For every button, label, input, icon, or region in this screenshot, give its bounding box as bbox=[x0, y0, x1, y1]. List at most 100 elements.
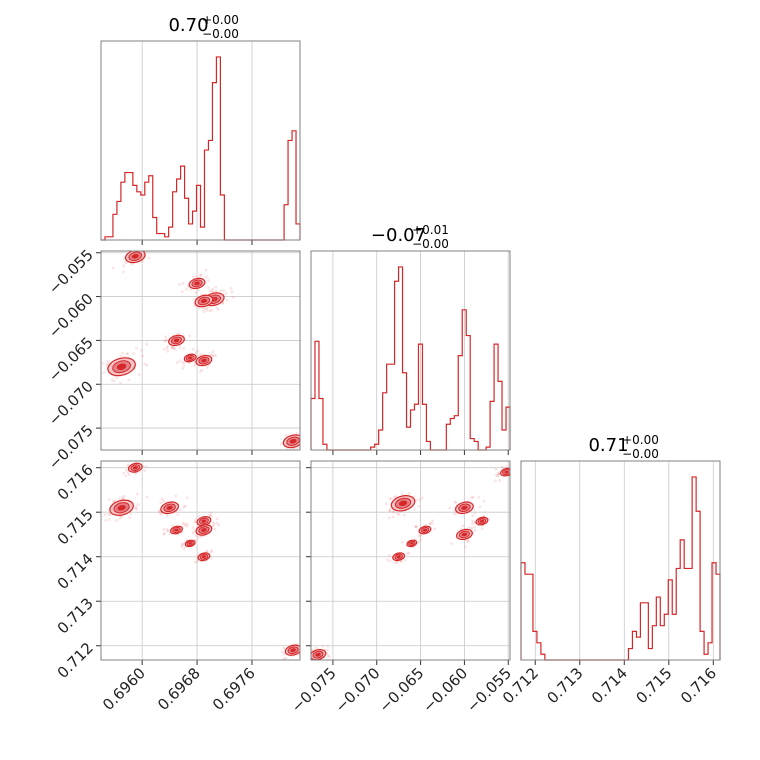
scatter-point bbox=[232, 295, 235, 299]
scatter-point bbox=[474, 528, 477, 532]
scatter-point bbox=[494, 467, 498, 471]
scatter-point bbox=[497, 471, 500, 475]
density-contour-inner bbox=[289, 438, 297, 444]
scatter-point bbox=[122, 494, 126, 498]
scatter-point bbox=[303, 435, 306, 438]
scatter-point bbox=[174, 494, 178, 498]
scatter-point bbox=[178, 359, 182, 362]
scatter-point bbox=[209, 514, 213, 517]
scatter-point bbox=[163, 347, 166, 351]
scatter-point bbox=[140, 348, 143, 352]
scatter-point bbox=[145, 248, 148, 251]
scatter-point bbox=[131, 247, 134, 250]
scatter-point bbox=[194, 291, 197, 294]
scatter-point bbox=[430, 522, 434, 525]
hist-panel-p2: −0.07+0.01−0.00 bbox=[310, 223, 511, 455]
density-layer bbox=[306, 463, 514, 660]
scatter-point bbox=[211, 350, 215, 354]
density-contour-inner bbox=[290, 648, 296, 653]
scatter-point bbox=[162, 499, 165, 503]
scatter-point bbox=[142, 245, 145, 248]
scatter-point bbox=[182, 547, 186, 551]
scatter-point bbox=[303, 642, 306, 645]
scatter-point bbox=[217, 523, 221, 527]
scatter-point bbox=[313, 442, 316, 445]
histogram-p3 bbox=[520, 476, 721, 661]
density-contour-inner bbox=[422, 528, 428, 532]
scatter-point bbox=[159, 501, 163, 505]
scatter-point bbox=[326, 648, 330, 652]
scatter-point bbox=[192, 357, 196, 360]
scatter-point bbox=[453, 512, 457, 516]
density-contour-inner bbox=[188, 356, 193, 360]
scatter-point bbox=[194, 274, 198, 278]
scatter-point bbox=[119, 354, 123, 358]
scatter-point bbox=[470, 526, 474, 530]
scatter-point bbox=[171, 346, 175, 350]
scatter-point bbox=[466, 539, 470, 543]
density-contour-inner bbox=[504, 470, 509, 474]
scatter-point bbox=[211, 521, 215, 524]
title-upper-p2: +0.01 bbox=[412, 223, 449, 237]
scatter-point bbox=[115, 519, 118, 523]
scatter-point bbox=[191, 275, 195, 279]
x-tick-label: 0.6960 bbox=[99, 664, 149, 714]
scatter-point bbox=[295, 432, 299, 435]
scatter-point bbox=[143, 362, 147, 366]
scatter-point bbox=[423, 523, 427, 527]
scatter-point bbox=[197, 536, 200, 539]
scatter-point bbox=[471, 522, 474, 526]
scatter-point bbox=[284, 656, 288, 660]
scatter-point bbox=[194, 534, 198, 537]
scatter-point bbox=[102, 362, 105, 365]
scatter-point bbox=[209, 550, 213, 554]
y-tick-label: −0.070 bbox=[45, 377, 97, 429]
density-contour-inner bbox=[201, 358, 207, 363]
scatter-point bbox=[210, 289, 214, 293]
scatter-point bbox=[205, 306, 209, 310]
panel-frame bbox=[100, 40, 301, 241]
scatter-point bbox=[215, 306, 219, 310]
scatter-point bbox=[397, 512, 401, 516]
scatter-point bbox=[127, 378, 131, 382]
scatter-point bbox=[145, 363, 149, 367]
scatter-point bbox=[171, 524, 174, 528]
scatter-point bbox=[209, 511, 213, 515]
scatter-point bbox=[389, 497, 393, 501]
scatter-point bbox=[120, 515, 124, 518]
scatter-point bbox=[205, 549, 209, 553]
scatter-point bbox=[406, 552, 410, 556]
scatter-point bbox=[194, 538, 198, 542]
scatter-point bbox=[171, 346, 175, 350]
scatter-point bbox=[477, 495, 481, 499]
scatter-point bbox=[134, 506, 138, 510]
scatter-point bbox=[314, 646, 318, 650]
density-contour-inner bbox=[479, 519, 485, 523]
scatter-point bbox=[473, 511, 477, 514]
scatter-point bbox=[103, 513, 107, 516]
scatter-point bbox=[321, 644, 325, 648]
panel-frame bbox=[100, 460, 301, 661]
scatter-point bbox=[165, 513, 169, 517]
scatter-point bbox=[303, 652, 306, 655]
scatter-point bbox=[418, 498, 422, 502]
scatter-point bbox=[306, 655, 309, 658]
scatter-point bbox=[121, 270, 125, 274]
scatter-point bbox=[482, 499, 486, 503]
scatter-point bbox=[126, 470, 130, 474]
scatter-point bbox=[129, 512, 132, 516]
scatter-point bbox=[198, 274, 202, 277]
scatter-point bbox=[178, 282, 181, 286]
scatter-point bbox=[112, 379, 116, 383]
scatter-point bbox=[511, 465, 514, 468]
x-tick-label: 0.6976 bbox=[209, 664, 259, 714]
scatter-point bbox=[480, 527, 484, 531]
scatter-point bbox=[107, 512, 111, 516]
hist-panel-p1: 0.70+0.00−0.00 bbox=[100, 13, 301, 245]
scatter-point bbox=[180, 545, 184, 548]
scatter-point bbox=[121, 495, 124, 499]
density-contour-inner bbox=[201, 519, 207, 523]
scatter-point bbox=[105, 364, 109, 368]
scatter-point bbox=[417, 534, 421, 538]
scatter-point bbox=[394, 561, 398, 565]
